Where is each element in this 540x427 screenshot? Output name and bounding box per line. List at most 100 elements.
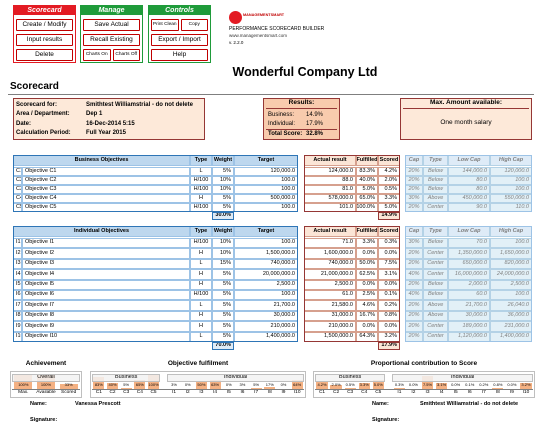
bar-value-label: 7.5% <box>422 382 433 387</box>
table-cell: 36,000.0 <box>490 310 532 322</box>
name-label: Name: <box>372 401 389 408</box>
table-cell: Objective C4 <box>22 194 190 203</box>
results-box <box>263 98 340 140</box>
toolbar-button[interactable]: Copy <box>180 19 208 31</box>
table-cell: 5% <box>212 269 234 280</box>
table-cell: Below <box>423 176 448 185</box>
table-cell: Objective I10 <box>22 331 190 342</box>
toolbar-button[interactable]: Charts Off <box>112 49 140 61</box>
table-cell: 2,500.0 <box>234 279 298 290</box>
bar-value-label: 0.0% <box>408 382 418 387</box>
table-cell: 100.0 <box>234 203 298 212</box>
table-cell: 3.3% <box>378 194 400 203</box>
chart-title: Achievement <box>25 360 67 368</box>
table-cell: 120,000.0 <box>490 167 532 176</box>
bar-value-label: 100% <box>148 382 159 387</box>
bar-value-label: 0% <box>280 382 287 387</box>
toolbar-button[interactable]: Print Clean <box>151 19 179 31</box>
toolbar-button[interactable]: Input results <box>16 34 73 46</box>
table-cell: Objective C5 <box>22 203 190 212</box>
category-label: I5 <box>453 390 458 396</box>
toolbar-button[interactable]: Help <box>151 49 208 61</box>
table-cell: 20,000,000.0 <box>234 269 298 280</box>
table-cell: 64.3% <box>356 331 378 342</box>
bar-value-label: 63% <box>211 382 220 387</box>
bar <box>107 383 118 389</box>
table-cell: 7.5% <box>378 258 400 270</box>
bar <box>250 388 262 389</box>
bar-value-label: 0.1% <box>465 382 475 387</box>
table-cell: 3.1% <box>378 269 400 280</box>
table-cell: 0.0% <box>378 248 400 259</box>
table-cell: 189,000.0 <box>448 321 490 332</box>
table-header: Actual result <box>304 226 356 237</box>
table-cell: 1,400,000.0 <box>234 331 298 342</box>
table-cell: 144,000.0 <box>448 167 490 176</box>
table-cell: L <box>190 331 212 342</box>
table-cell: 20% <box>405 176 423 185</box>
info-label: Date: <box>16 120 32 127</box>
table-cell: 0.0% <box>378 321 400 332</box>
table-cell: 20% <box>405 203 423 212</box>
table-cell: 31,000.0 <box>304 310 356 322</box>
toolbar-button[interactable]: Charts On <box>83 49 111 61</box>
table-cell: 5% <box>212 331 234 342</box>
bar-value-label: 64% <box>293 382 302 387</box>
table-cell: 5% <box>212 321 234 332</box>
table-cell: 20% <box>405 279 423 290</box>
category-label: I2 <box>411 390 416 396</box>
total-scored: 17.9% <box>378 342 400 350</box>
table-cell: H/100 <box>190 290 212 301</box>
toolbar-group-title: Controls <box>148 5 211 15</box>
bar <box>148 375 159 389</box>
bar <box>291 379 303 389</box>
bar-value-label: 0% <box>184 382 191 387</box>
table-cell: 40% <box>405 269 423 280</box>
table-cell: 65.0% <box>356 194 378 203</box>
table-cell: 26,040.0 <box>490 300 532 311</box>
table-cell: 20% <box>405 331 423 342</box>
table-cell: C5 <box>13 203 22 212</box>
table-header: Fulfilled <box>356 226 378 237</box>
toolbar-button[interactable]: Save Actual <box>83 19 140 31</box>
chart-group-label: Business <box>92 374 161 382</box>
table-header: Weight <box>212 226 234 237</box>
table-cell: 5% <box>212 290 234 301</box>
table-header: Type <box>423 155 448 166</box>
table-cell: H <box>190 310 212 322</box>
table-cell: Center <box>423 331 448 342</box>
table-cell: L <box>190 258 212 270</box>
signature-label: Signature: <box>372 417 400 424</box>
category-label: I2 <box>185 390 190 396</box>
section-rule <box>8 94 534 95</box>
bar-value-label: 0.5% <box>345 382 355 387</box>
toolbar-button[interactable]: Recall Existing <box>83 34 140 46</box>
table-cell: 1,650,000.0 <box>490 248 532 259</box>
bar-value-label: 17% <box>265 382 274 387</box>
table-cell: 0.0% <box>378 279 400 290</box>
table-header: Low Cap <box>448 226 490 237</box>
table-cell: 450,000.0 <box>448 194 490 203</box>
table-cell: Objective I3 <box>22 258 190 270</box>
table-cell: H <box>190 248 212 259</box>
chart-baseline <box>12 389 80 390</box>
name-value: Vanessa Prescott <box>75 401 121 408</box>
name-label: Name: <box>30 401 47 408</box>
bar-value-label: 33% <box>64 382 73 387</box>
category-label: C2 <box>333 390 340 396</box>
table-cell: 231,000.0 <box>490 321 532 332</box>
table-cell: H/100 <box>190 238 212 249</box>
total-weight: 30.0% <box>212 212 234 220</box>
category-label: C4 <box>136 390 143 396</box>
table-cell: I4 <box>13 269 22 280</box>
category-label: C3 <box>123 390 130 396</box>
toolbar-button[interactable]: Delete <box>16 49 73 61</box>
table-cell: Above <box>423 310 448 322</box>
table-cell: 24,000,000.0 <box>490 269 532 280</box>
toolbar-button[interactable]: Export / Import <box>151 34 208 46</box>
table-cell: 21,700.0 <box>234 300 298 311</box>
bar <box>435 383 448 389</box>
table-header: Business Objectives <box>13 155 190 166</box>
bar <box>120 388 132 389</box>
toolbar-button[interactable]: Create / Modify <box>16 19 73 31</box>
